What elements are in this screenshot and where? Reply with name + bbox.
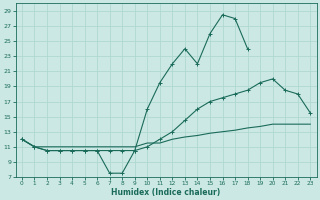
X-axis label: Humidex (Indice chaleur): Humidex (Indice chaleur) — [111, 188, 221, 197]
